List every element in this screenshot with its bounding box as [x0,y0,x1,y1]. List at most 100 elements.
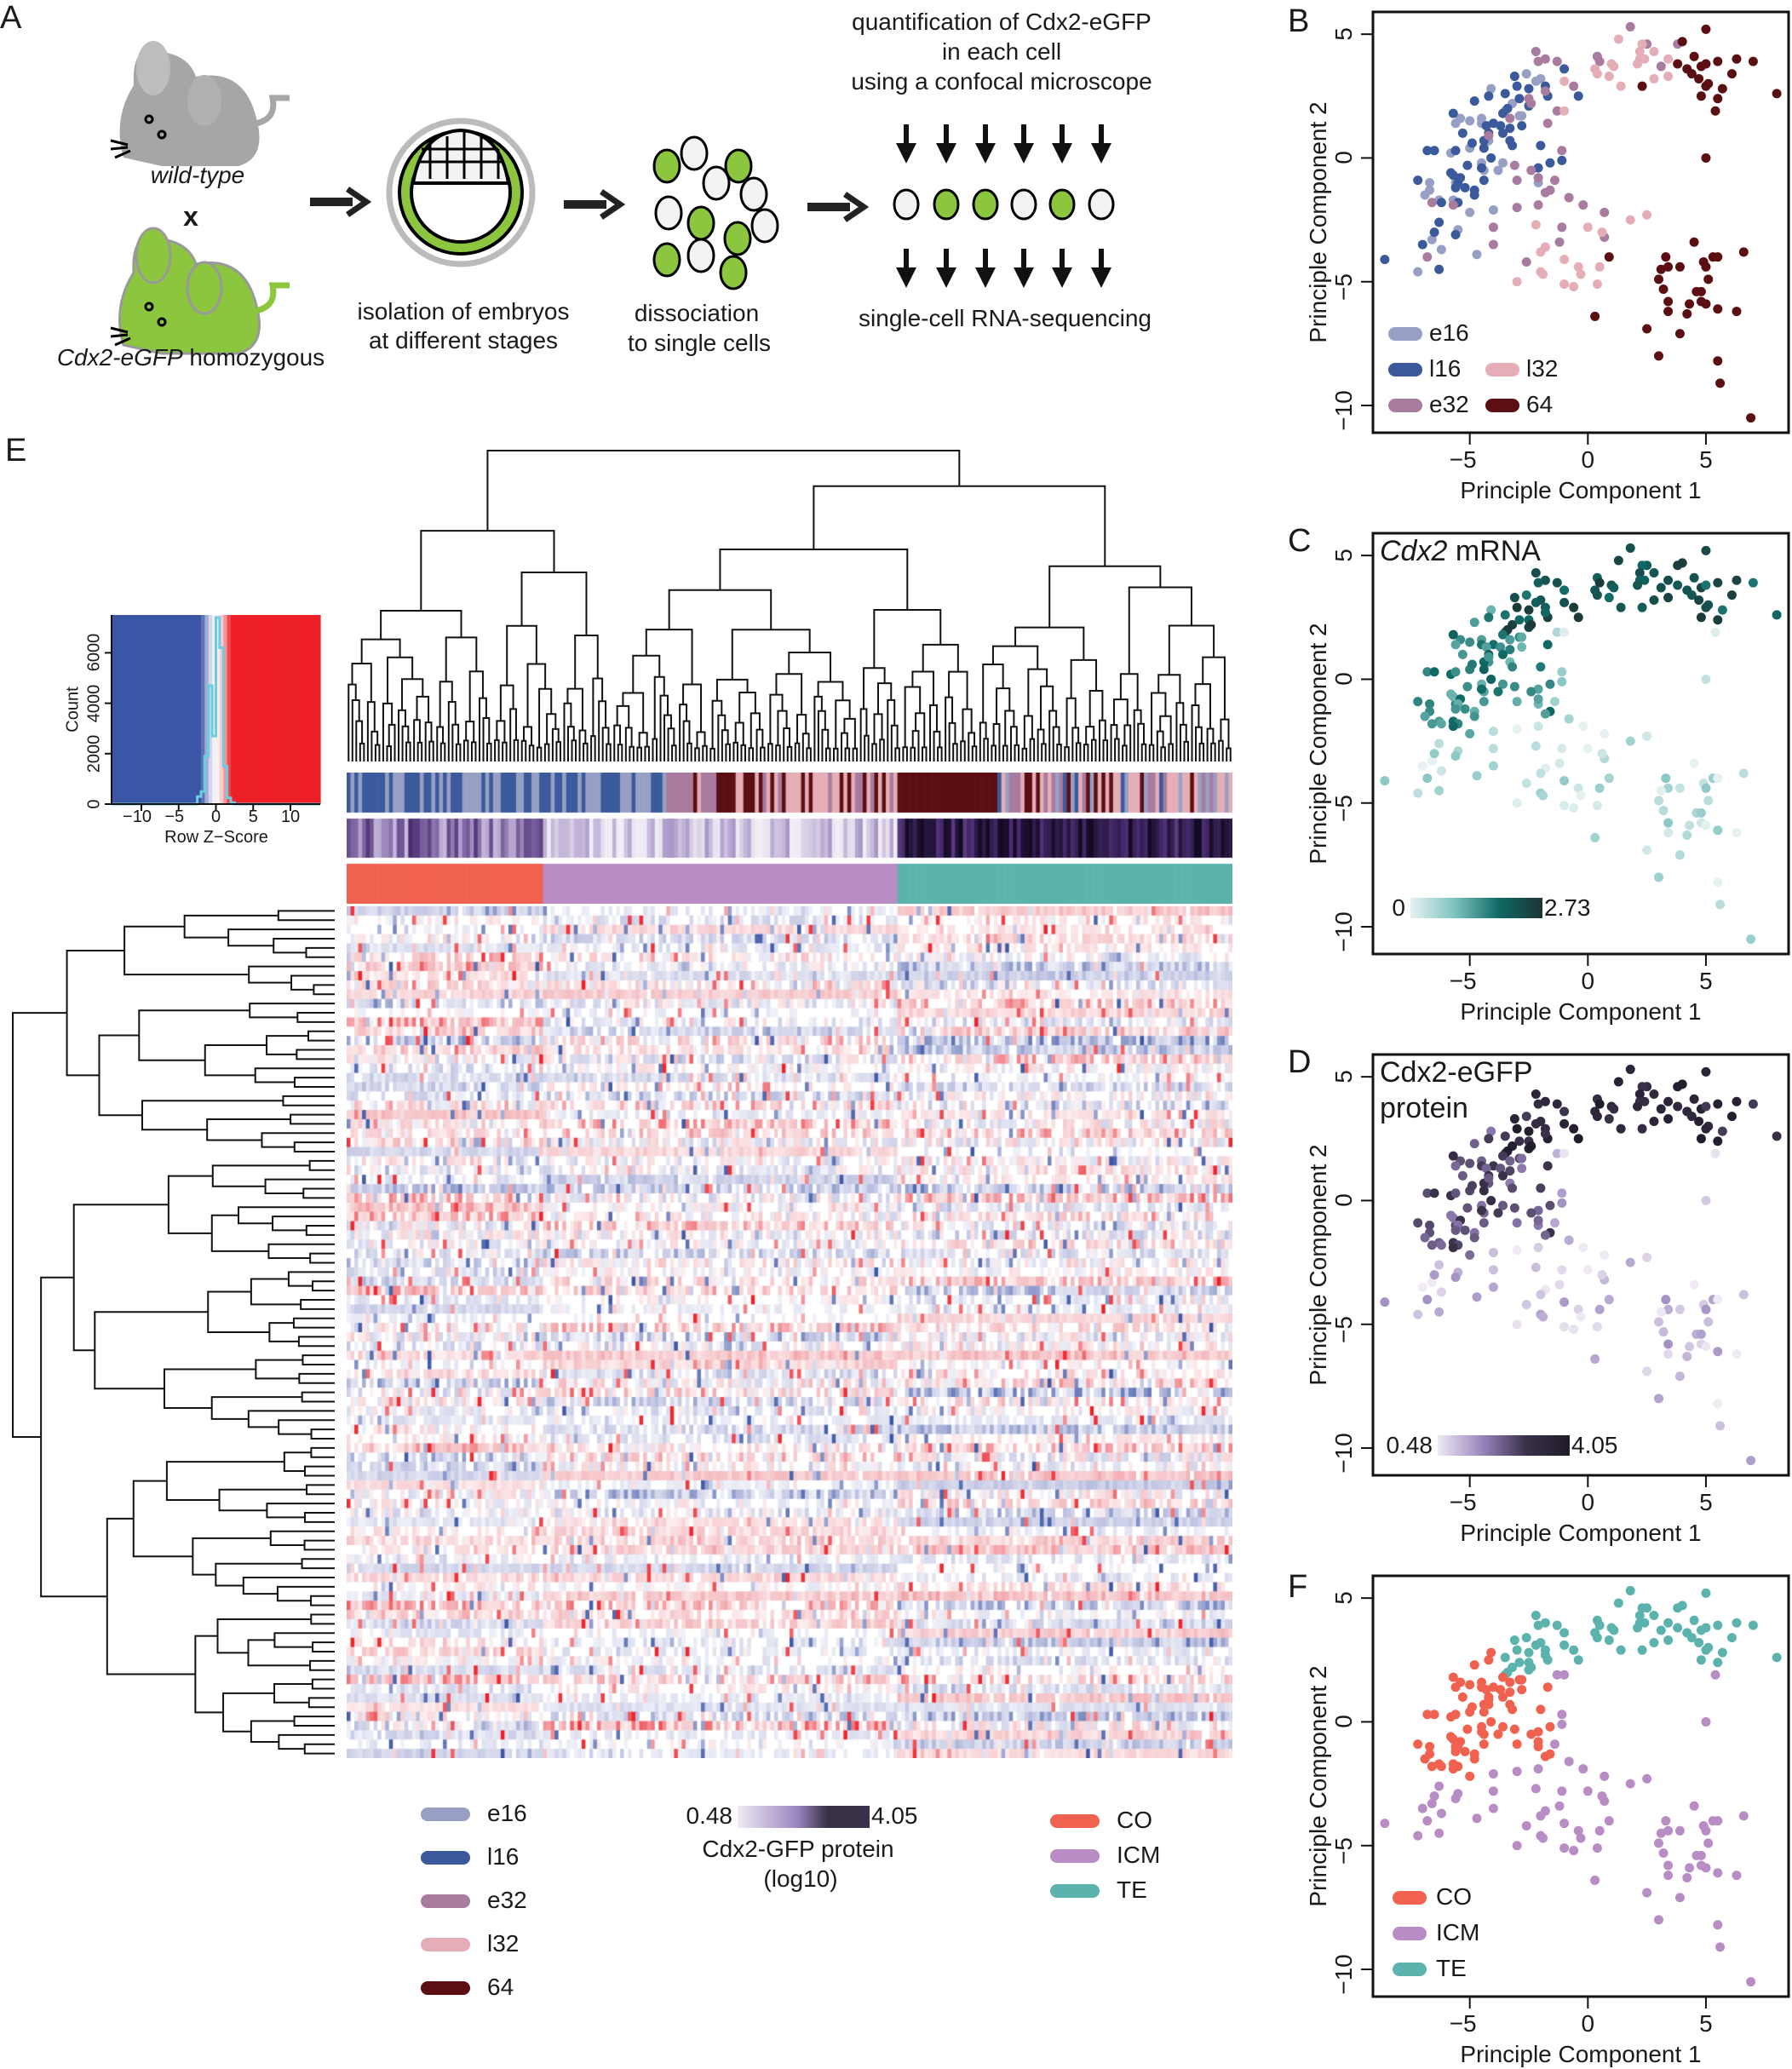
data-point [1450,118,1461,129]
color-key-band [182,615,187,804]
data-point [1505,113,1515,124]
step3-label-line2: in each cell [941,38,1062,65]
color-key-band [178,615,183,804]
x-axis-label: Principle Component 1 [1460,998,1702,1025]
data-point [1540,1096,1550,1106]
x-tick-label: −5 [1449,968,1477,994]
dissociated-cells-icon [652,135,779,290]
data-point [1613,555,1623,566]
data-point [1429,1710,1439,1720]
data-point [1536,1704,1546,1715]
color-key-band [137,615,142,804]
data-point [1533,1099,1543,1109]
data-point [1512,277,1522,287]
data-point [1674,1893,1685,1903]
data-point [1613,34,1623,44]
data-point [1436,719,1446,729]
data-point [1450,640,1461,650]
data-point [1637,602,1647,612]
data-point [1557,744,1567,754]
data-point [1509,681,1519,692]
data-point [1559,1148,1570,1158]
data-point [1517,1153,1527,1164]
data-point [1701,152,1711,163]
data-point [1701,1716,1711,1727]
scatter-panel-c [1361,532,1790,966]
data-point [1420,190,1430,200]
data-point [1573,1655,1583,1665]
data-point [1569,602,1579,612]
data-point [1457,1170,1467,1181]
data-point [1713,94,1723,104]
data-point [1484,130,1494,141]
data-point [1493,1729,1503,1739]
data-point [1732,1618,1742,1628]
x-tick-label: 0 [1581,968,1595,994]
color-key-band [123,615,128,804]
data-point [1531,1262,1541,1273]
data-point [1429,146,1439,156]
data-point [1578,200,1588,210]
color-key-band [305,615,310,804]
data-point [1479,697,1489,707]
color-key-band [112,615,116,804]
data-point [1656,264,1666,274]
legend-swatch-co [1050,1814,1100,1828]
data-point [1642,1366,1652,1376]
data-point [1436,1287,1446,1297]
data-point [1429,667,1439,677]
data-point [1509,1203,1519,1213]
color-key-band [249,615,254,804]
data-point [1573,1825,1583,1836]
data-point [1413,1739,1423,1750]
data-point [1554,1279,1565,1290]
data-point [1685,299,1695,309]
cdx2-egfp-mouse-icon [110,227,290,355]
data-point [1536,141,1546,151]
legend-swatch-icm [1393,1927,1427,1940]
data-point [1422,1188,1433,1198]
data-point [1488,1161,1498,1171]
data-point [1696,612,1706,623]
data-point [1533,1243,1543,1253]
data-point [1550,1218,1559,1228]
data-point [1462,1203,1473,1213]
data-point [1594,56,1605,66]
data-point [1538,1833,1548,1843]
x-tick-label: 0 [210,807,221,826]
scatter-panel-b [1361,10,1790,445]
data-point [1512,1841,1522,1851]
data-point [1429,1188,1439,1198]
data-point [1694,1116,1704,1126]
data-point [1701,580,1711,590]
data-point [1509,593,1519,603]
data-point [1663,828,1674,838]
x-tick-label: 5 [1699,446,1713,473]
data-point [1479,143,1489,153]
x-tick-label: −5 [164,807,185,826]
data-point [1536,1183,1546,1193]
blastocyst-embryo-icon [386,118,536,267]
data-point [1625,1064,1635,1074]
data-point [1710,627,1720,637]
data-point [1649,73,1659,83]
data-point [1493,1208,1503,1218]
data-point [1663,1339,1674,1349]
cell-icon [652,242,681,278]
data-point [1701,1066,1711,1077]
step3-label-line1: quantification of Cdx2-eGFP [852,9,1152,35]
color-key-band [145,615,150,804]
data-point [1517,1164,1527,1174]
data-point [1694,595,1704,605]
data-point [1540,575,1550,585]
legend-label-64: 64 [487,1974,514,2000]
data-point [1674,783,1685,793]
data-point [1701,1588,1711,1598]
data-point [1550,697,1559,707]
data-point [1472,250,1482,260]
data-point [1436,1762,1446,1772]
data-point [1542,1161,1553,1171]
data-point [1696,1655,1706,1665]
legend-swatch-l32 [1485,363,1519,376]
cell-icon [750,208,779,244]
